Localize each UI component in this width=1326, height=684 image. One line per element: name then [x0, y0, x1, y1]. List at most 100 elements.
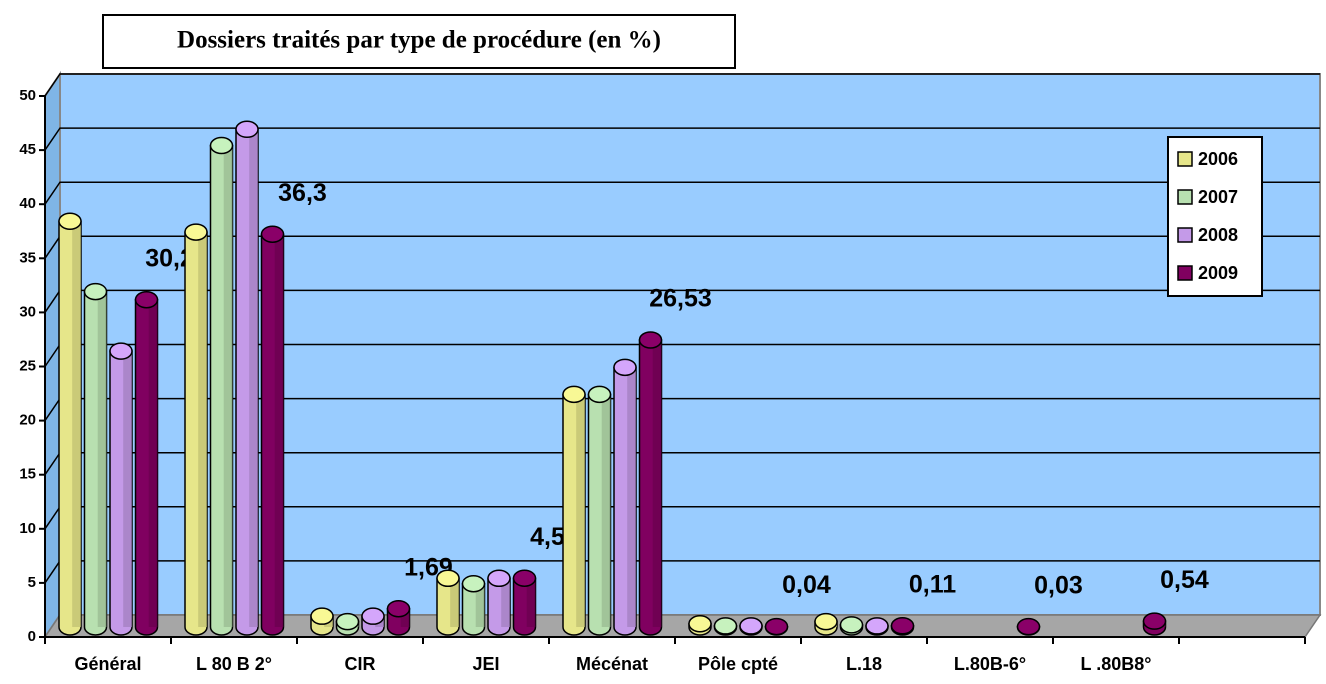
bar: [713, 617, 738, 636]
y-tick-label: 15: [19, 466, 36, 483]
data-label: 26,53: [649, 285, 712, 313]
bar-shade: [475, 583, 485, 627]
bar-shade: [501, 578, 510, 627]
bar-top: [235, 120, 259, 139]
bar-top: [134, 290, 159, 309]
bar-top: [1016, 617, 1041, 636]
bar: [260, 225, 285, 636]
grid-line: [44, 181, 1320, 205]
grid-line: [44, 73, 1320, 97]
bar: [613, 358, 637, 636]
bar-top: [58, 212, 82, 230]
bar-top: [839, 616, 864, 634]
y-tick-label: 20: [19, 412, 36, 429]
bar-shade: [123, 351, 132, 627]
bar-top: [613, 358, 637, 377]
bar: [461, 574, 486, 636]
bar-top: [890, 617, 915, 635]
bar: [1016, 617, 1041, 636]
chart-title: Dossiers traités par type de procédure (…: [177, 27, 661, 54]
legend-label: 2007: [1198, 187, 1238, 207]
x-tick-label: CIR: [345, 654, 376, 674]
bar-shade: [223, 145, 233, 627]
y-tick-label: 5: [28, 574, 36, 591]
bar-shade: [249, 129, 258, 627]
bar-top: [739, 617, 763, 635]
bar-shade: [148, 299, 158, 627]
bar: [890, 617, 915, 636]
bar-top: [713, 617, 738, 635]
y-tick-label: 25: [19, 357, 36, 374]
data-label: 0,03: [1034, 571, 1083, 599]
bar-top: [814, 612, 838, 631]
bar: [386, 599, 411, 636]
bar: [436, 569, 460, 636]
legend-swatch: [1177, 265, 1193, 281]
data-label: 0,54: [1160, 566, 1209, 594]
bar: [310, 607, 334, 636]
bar: [512, 569, 537, 636]
bar: [739, 617, 763, 636]
data-label: 0,11: [909, 570, 956, 598]
bar-top: [386, 599, 411, 618]
x-tick-label: Mécénat: [576, 654, 648, 674]
bar: [1142, 612, 1167, 636]
y-tick-label: 0: [28, 628, 36, 645]
bar: [184, 223, 208, 636]
bar: [638, 331, 663, 636]
y-tick-label: 45: [19, 141, 36, 158]
bar-shade: [576, 394, 585, 627]
bar-shade: [400, 608, 410, 627]
bar-top: [587, 385, 612, 404]
y-tick-label: 10: [19, 520, 36, 537]
x-tick-label: Général: [74, 654, 141, 674]
legend-swatch: [1177, 227, 1193, 243]
bar: [335, 612, 360, 636]
bar-top: [512, 569, 537, 587]
x-tick-label: L 80 B 2°: [196, 654, 272, 674]
legend-label: 2009: [1198, 263, 1238, 283]
bar-shade: [274, 234, 284, 627]
legend-label: 2008: [1198, 225, 1238, 245]
y-tick-label: 35: [19, 249, 36, 266]
bar: [839, 616, 864, 636]
bar-shade: [198, 232, 207, 627]
bar: [209, 136, 234, 636]
bar: [83, 282, 108, 636]
bar: [865, 617, 889, 636]
bar-shade: [652, 339, 662, 627]
bar: [109, 342, 133, 636]
bar-shade: [526, 578, 536, 627]
bar-top: [361, 607, 385, 625]
bar-top: [865, 617, 889, 635]
grid-line: [44, 127, 1320, 151]
bar-shade: [72, 221, 81, 627]
legend-swatch: [1177, 189, 1193, 205]
bar-top: [1142, 612, 1167, 630]
bar-top: [310, 607, 334, 625]
x-tick-label: L.80B-6°: [954, 654, 1026, 674]
legend-label: 2006: [1198, 149, 1238, 169]
bar-shade: [450, 578, 459, 627]
bar-top: [688, 615, 712, 633]
bar-top: [436, 569, 460, 588]
bar-top: [764, 617, 789, 636]
bar-top: [260, 225, 285, 243]
y-tick-label: 40: [19, 195, 36, 212]
bar-top: [638, 331, 663, 349]
bar-top: [209, 136, 234, 155]
bar: [562, 385, 586, 636]
bar-shade: [601, 394, 611, 627]
bar: [134, 290, 159, 636]
bar-top: [184, 223, 208, 241]
bar: [587, 385, 612, 636]
bar: [361, 607, 385, 636]
bar-top: [562, 385, 586, 404]
bar-shade: [97, 291, 107, 627]
y-tick-label: 50: [19, 87, 36, 104]
bar-top: [461, 574, 486, 593]
y-tick-label: 30: [19, 303, 36, 320]
bar: [235, 120, 259, 636]
x-tick-label: L .80B8°: [1081, 654, 1152, 674]
